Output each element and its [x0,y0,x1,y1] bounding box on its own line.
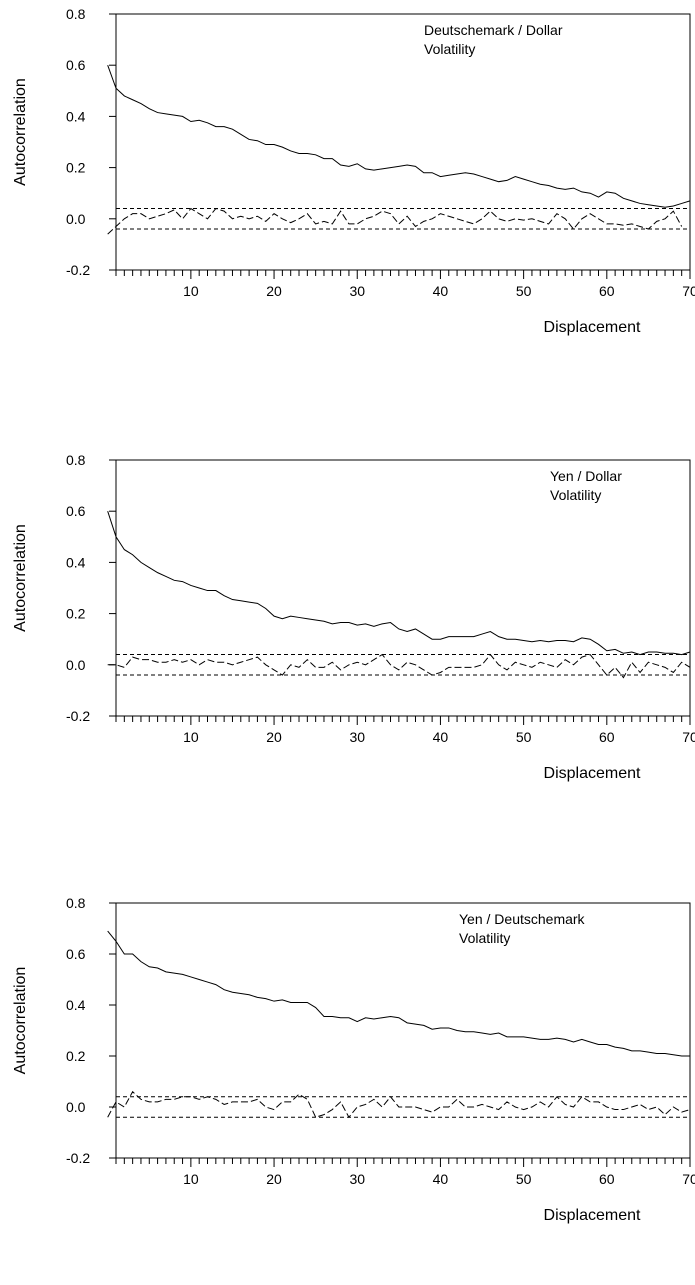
y-tick-label: 0.0 [66,211,86,227]
autocorrelation-line [107,511,691,656]
y-tick-label: 0.4 [66,997,86,1013]
y-tick-label: -0.2 [66,1150,90,1166]
x-tick-label: 50 [516,729,532,745]
chart-annotation: Volatility [424,41,475,57]
dashed-series-line [107,207,683,235]
x-axis-label: Displacement [544,765,641,782]
chart-panel-3: -0.2 0.0 0.2 0.4 0.6 0.8 10 20 30 40 50 60 70 Yen / D… [12,895,695,1224]
chart-annotation: Volatility [550,487,601,503]
y-axis-label: Autocorrelation [12,524,29,632]
x-axis-label: Displacement [544,1207,641,1224]
x-tick-label: 50 [516,1171,532,1187]
y-tick-label: 0.2 [66,606,86,622]
y-tick-label: 0.6 [66,946,86,962]
x-tick-label: 10 [183,729,199,745]
autocorrelation-line [107,65,691,208]
autocorrelation-line [107,930,690,1057]
chart-panel-2: -0.2 0.0 0.2 0.4 0.6 0.8 10 20 30 40 50 60 70 Yen / D… [12,452,695,782]
x-tick-label: 70 [682,729,695,745]
y-tick-label: 0.6 [66,503,86,519]
y-tick-label: 0.6 [66,57,86,73]
x-tick-label: 50 [516,283,532,299]
x-tick-label: 10 [183,283,199,299]
y-tick-label: -0.2 [66,262,90,278]
chart-annotation: Yen / Deutschemark [459,911,586,927]
x-tick-label: 40 [433,1171,449,1187]
x-tick-label: 30 [349,283,365,299]
chart-annotation: Yen / Dollar [550,468,622,484]
y-tick-label: -0.2 [66,708,90,724]
x-axis-label: Displacement [544,319,641,336]
dashed-series-line [107,1090,691,1119]
chart-annotation: Volatility [459,930,510,946]
y-tick-label: 0.4 [66,108,86,124]
dashed-series-line [107,653,691,679]
x-tick-label: 20 [266,283,282,299]
x-tick-label: 30 [349,729,365,745]
x-tick-label: 70 [682,283,695,299]
x-tick-label: 70 [682,1171,695,1187]
y-axis-label: Autocorrelation [12,78,29,186]
y-tick-label: 0.2 [66,160,86,176]
y-tick-label: 0.4 [66,554,86,570]
y-tick-label: 0.8 [66,452,86,468]
plot-frame [115,902,691,1159]
y-tick-label: 0.0 [66,1099,86,1115]
x-tick-label: 10 [183,1171,199,1187]
x-tick-label: 40 [433,283,449,299]
chart-panel-1: -0.2 0.0 0.2 0.4 0.6 0.8 10 20 30 40 50 60 70 Deutsch… [12,6,695,336]
x-tick-label: 60 [599,729,615,745]
plot-frame [115,459,691,717]
y-tick-label: 0.8 [66,895,86,911]
plot-frame [115,13,691,271]
x-tick-label: 60 [599,283,615,299]
y-tick-label: 0.8 [66,6,86,22]
y-tick-label: 0.0 [66,657,86,673]
x-tick-label: 30 [349,1171,365,1187]
y-tick-label: 0.2 [66,1048,86,1064]
x-tick-label: 20 [266,729,282,745]
y-axis-label: Autocorrelation [12,967,29,1075]
x-tick-label: 60 [599,1171,615,1187]
x-tick-label: 20 [266,1171,282,1187]
x-tick-label: 40 [433,729,449,745]
chart-annotation: Deutschemark / Dollar [424,22,563,38]
